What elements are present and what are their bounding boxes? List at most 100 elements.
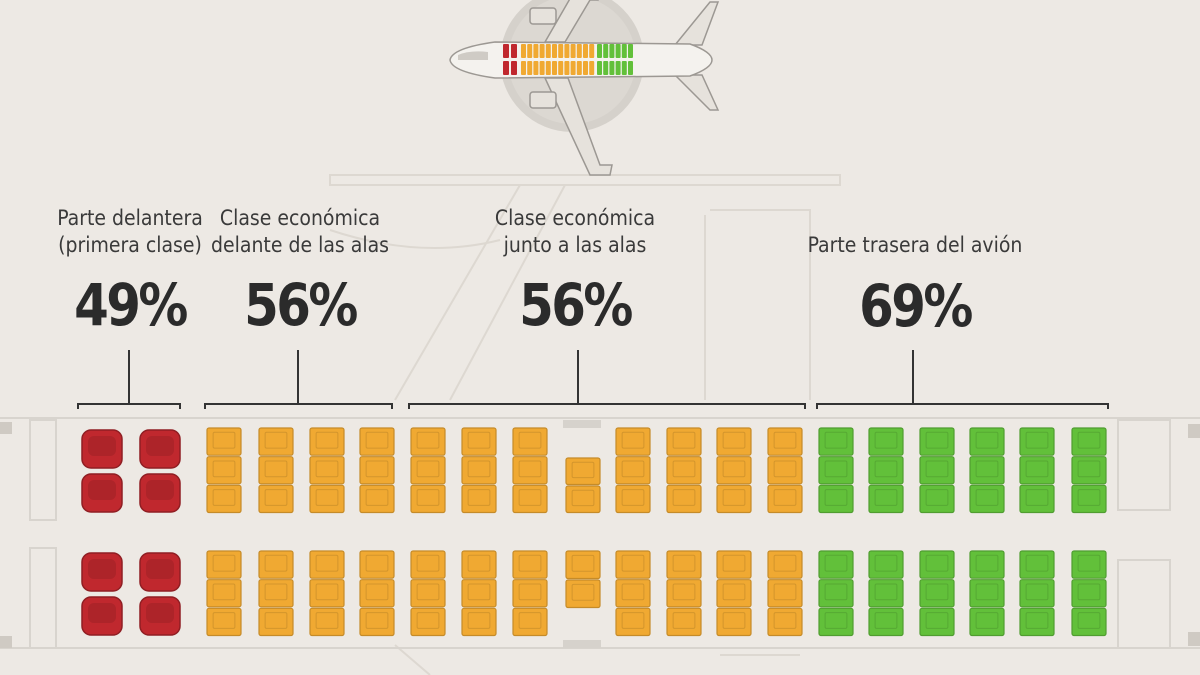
bracket-front bbox=[77, 350, 181, 409]
mini-seat bbox=[521, 61, 526, 75]
economy-wings-seat bbox=[716, 550, 752, 637]
rear-seat bbox=[969, 427, 1005, 514]
rear-seat bbox=[969, 550, 1005, 637]
percentage-value: 56% bbox=[244, 271, 358, 339]
bracket-economy-wings bbox=[408, 350, 806, 409]
background-plane-outline bbox=[329, 174, 841, 675]
mini-seat bbox=[609, 61, 615, 75]
rear-seat bbox=[868, 550, 904, 637]
label-line: Clase económica bbox=[219, 206, 381, 230]
economy-wings-seat bbox=[512, 427, 548, 514]
mini-seat bbox=[539, 61, 545, 75]
economy-wings-seat bbox=[666, 550, 702, 637]
mini-seat bbox=[503, 44, 509, 58]
mini-seat bbox=[558, 44, 564, 58]
section-label: Clase económica delante de las alas bbox=[195, 205, 405, 259]
mini-seat bbox=[589, 44, 595, 58]
mini-seat bbox=[545, 61, 551, 75]
section-brackets bbox=[77, 350, 1109, 409]
economy-front-seat bbox=[258, 427, 294, 514]
mini-seat bbox=[597, 44, 602, 58]
first-class-seat bbox=[139, 552, 181, 636]
rear-seat bbox=[1019, 427, 1055, 514]
rear-seat bbox=[1071, 550, 1107, 637]
mini-seat bbox=[615, 44, 621, 58]
section-economy-wings: Clase económica junto a las alas 56% bbox=[470, 205, 680, 345]
economy-front-seat bbox=[309, 550, 345, 637]
mini-seat bbox=[527, 61, 533, 75]
economy-front-seat bbox=[359, 550, 395, 637]
rear-seat bbox=[919, 550, 955, 637]
mini-seat bbox=[570, 44, 576, 58]
label-line: Clase económica bbox=[494, 206, 656, 230]
label-line: Parte delantera bbox=[57, 206, 203, 230]
mini-seat bbox=[570, 61, 576, 75]
mini-seat bbox=[552, 61, 557, 75]
economy-wings-seat bbox=[410, 550, 446, 637]
economy-front-seat bbox=[258, 550, 294, 637]
rear-seat bbox=[1019, 550, 1055, 637]
economy-wings-seat bbox=[461, 550, 497, 637]
section-rear: Parte trasera del avión 69% bbox=[790, 232, 1040, 347]
mini-seat bbox=[539, 44, 545, 58]
mini-seat bbox=[597, 61, 602, 75]
mini-seat bbox=[583, 44, 588, 58]
mini-seat-map bbox=[503, 44, 633, 75]
percentage-value: 49% bbox=[74, 271, 188, 339]
mini-seat bbox=[576, 44, 582, 58]
mini-seat bbox=[621, 61, 627, 75]
rear-seat bbox=[818, 550, 854, 637]
mini-seat bbox=[533, 44, 539, 58]
label-line: Parte trasera del avión bbox=[807, 233, 1023, 257]
mini-seat bbox=[628, 44, 633, 58]
economy-wings-seat bbox=[666, 427, 702, 514]
mini-seat bbox=[511, 44, 517, 58]
mini-seat bbox=[552, 44, 557, 58]
mini-seat bbox=[503, 61, 509, 75]
first-class-seat bbox=[139, 429, 181, 513]
first-class-seat bbox=[81, 429, 123, 513]
section-economy-front: Clase económica delante de las alas 56% bbox=[195, 205, 405, 345]
economy-front-seat bbox=[309, 427, 345, 514]
bracket-rear bbox=[816, 350, 1109, 409]
label-line: junto a las alas bbox=[503, 233, 647, 257]
economy-wings-seat bbox=[565, 550, 601, 609]
economy-wings-seat bbox=[615, 550, 651, 637]
mini-seat bbox=[545, 44, 551, 58]
mini-seat bbox=[564, 44, 570, 58]
label-line: delante de las alas bbox=[211, 233, 389, 257]
economy-front-seat bbox=[206, 427, 242, 514]
label-line: (primera clase) bbox=[58, 233, 202, 257]
mini-seat bbox=[564, 61, 570, 75]
rear-seat bbox=[868, 427, 904, 514]
rear-seat bbox=[919, 427, 955, 514]
economy-wings-seat bbox=[615, 427, 651, 514]
mini-seat bbox=[589, 61, 595, 75]
mini-seat bbox=[603, 44, 609, 58]
economy-wings-seat bbox=[716, 427, 752, 514]
section-front: Parte delantera (primera clase) 49% bbox=[30, 205, 230, 345]
first-class-seat bbox=[81, 552, 123, 636]
mini-seat bbox=[628, 61, 633, 75]
economy-wings-seat bbox=[410, 427, 446, 514]
section-label: Parte trasera del avión bbox=[790, 232, 1040, 259]
mini-seat bbox=[558, 61, 564, 75]
mini-seat bbox=[583, 61, 588, 75]
section-label: Clase económica junto a las alas bbox=[470, 205, 680, 259]
percentage-value: 56% bbox=[519, 271, 633, 339]
economy-wings-seat bbox=[461, 427, 497, 514]
rear-seat bbox=[1071, 427, 1107, 514]
mini-seat bbox=[621, 44, 627, 58]
mini-seat bbox=[609, 44, 615, 58]
percentage-value: 69% bbox=[859, 272, 973, 340]
economy-wings-seat bbox=[767, 550, 803, 637]
mini-seat bbox=[511, 61, 517, 75]
economy-front-seat bbox=[359, 427, 395, 514]
mini-seat bbox=[576, 61, 582, 75]
rear-seat bbox=[818, 427, 854, 514]
economy-wings-seat bbox=[565, 457, 601, 514]
mini-seat bbox=[615, 61, 621, 75]
mini-seat bbox=[527, 44, 533, 58]
